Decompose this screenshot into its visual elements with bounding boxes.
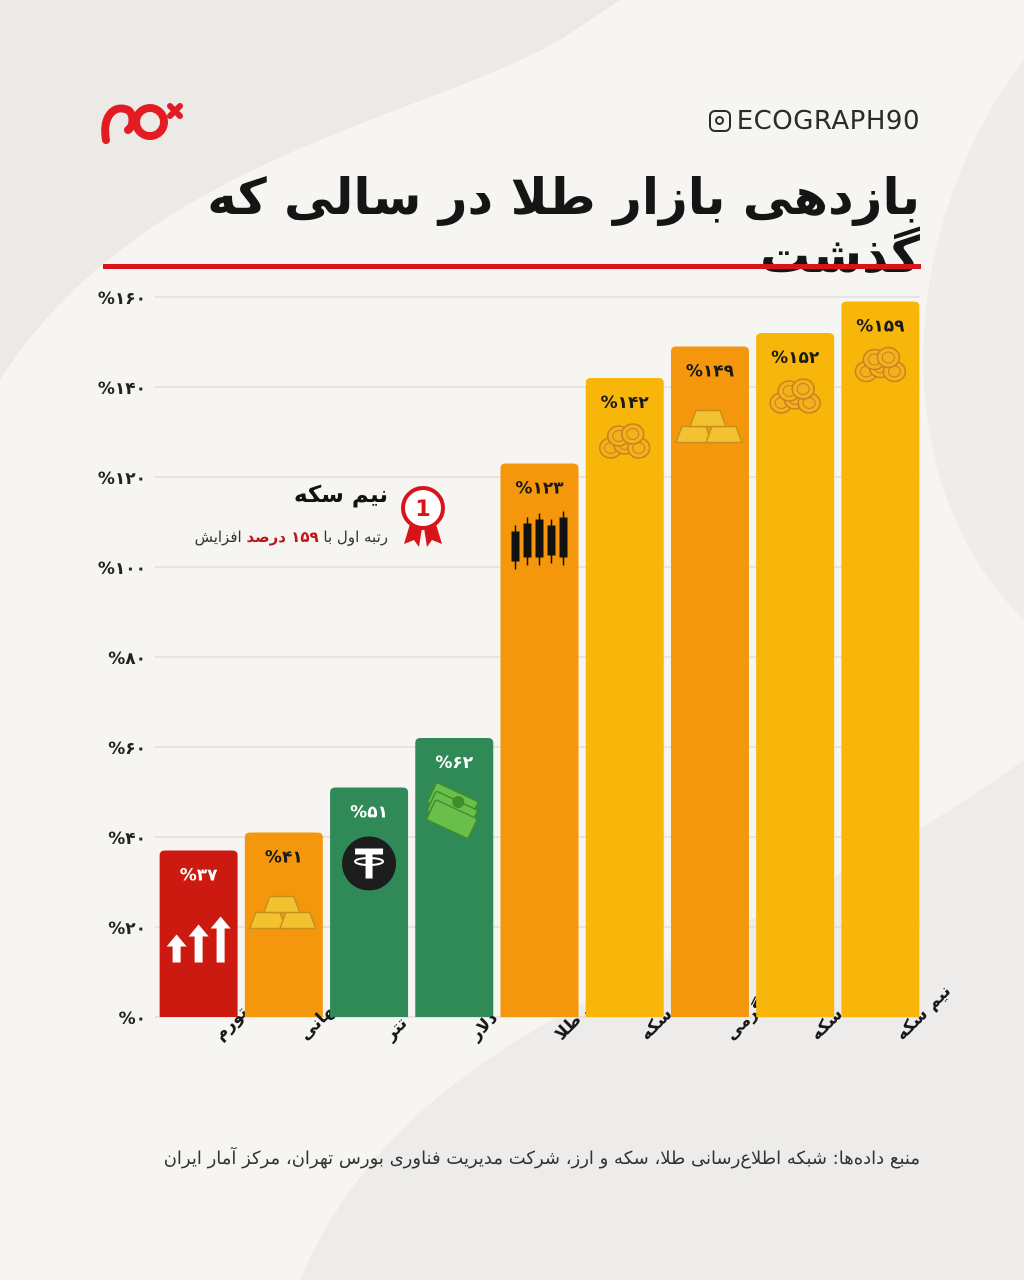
page-title: بازدهی بازار طلا در سالی که گذشت — [207, 168, 920, 284]
candlestick-icon — [511, 511, 568, 570]
bar-value-label: %۱۲۳ — [515, 479, 564, 499]
cash-icon — [426, 782, 479, 840]
y-tick-label: %۱۶۰ — [98, 289, 146, 309]
coins-icon — [769, 378, 821, 414]
bar — [841, 301, 920, 1017]
medal-icon: 1 — [401, 486, 445, 547]
gold-bars-icon — [674, 409, 744, 444]
bar-value-label: %۱۴۹ — [686, 362, 735, 382]
bar — [585, 378, 664, 1017]
bar-value-label: %۱۵۲ — [771, 348, 820, 368]
brand-logo — [101, 103, 183, 144]
instagram-icon — [708, 110, 731, 132]
handle-text: ECOGRAPH90 — [736, 106, 920, 136]
y-tick-label: %۶۰ — [108, 739, 146, 759]
bar-value-label: %۱۵۹ — [856, 317, 905, 337]
social-handle: ECOGRAPH90 — [708, 106, 920, 136]
callout-title: نیم سکه — [293, 482, 388, 508]
y-tick-label: %۸۰ — [108, 649, 146, 669]
tether-icon — [342, 836, 397, 891]
y-tick-label: %۱۰۰ — [98, 559, 146, 579]
bar-value-label: %۳۷ — [180, 866, 218, 886]
bar — [756, 333, 835, 1017]
y-tick-label: %۴۰ — [108, 829, 146, 849]
bar — [670, 346, 749, 1017]
y-tick-label: %۲۰ — [108, 919, 146, 939]
gold-bars-icon — [248, 895, 317, 930]
coins-icon — [598, 423, 651, 459]
title-divider — [103, 264, 921, 269]
coins-icon — [854, 346, 907, 383]
y-tick-label: %۱۲۰ — [98, 469, 146, 489]
y-tick-label: %۱۴۰ — [98, 379, 146, 399]
x-tick-label: تتر — [380, 1013, 412, 1045]
arrows-up-icon — [166, 916, 231, 963]
bar-value-label: %۵۱ — [350, 803, 388, 823]
bar-value-label: %۴۱ — [265, 848, 303, 868]
svg-text:1: 1 — [415, 497, 430, 522]
callout-subtitle: رتبه اول با ۱۵۹ درصد افزایش — [194, 528, 388, 546]
bar-value-label: %۱۴۲ — [601, 393, 650, 413]
bar-value-label: %۶۲ — [435, 753, 473, 773]
bar — [500, 463, 579, 1017]
y-tick-label: %۰ — [119, 1009, 146, 1029]
bar — [415, 738, 494, 1017]
winner-callout: نیم سکه رتبه اول با ۱۵۹ درصد افزایش 1 — [170, 478, 450, 558]
source-note: منبع داده‌ها: شبکه اطلاع‌رسانی طلا، سکه … — [163, 1148, 920, 1169]
